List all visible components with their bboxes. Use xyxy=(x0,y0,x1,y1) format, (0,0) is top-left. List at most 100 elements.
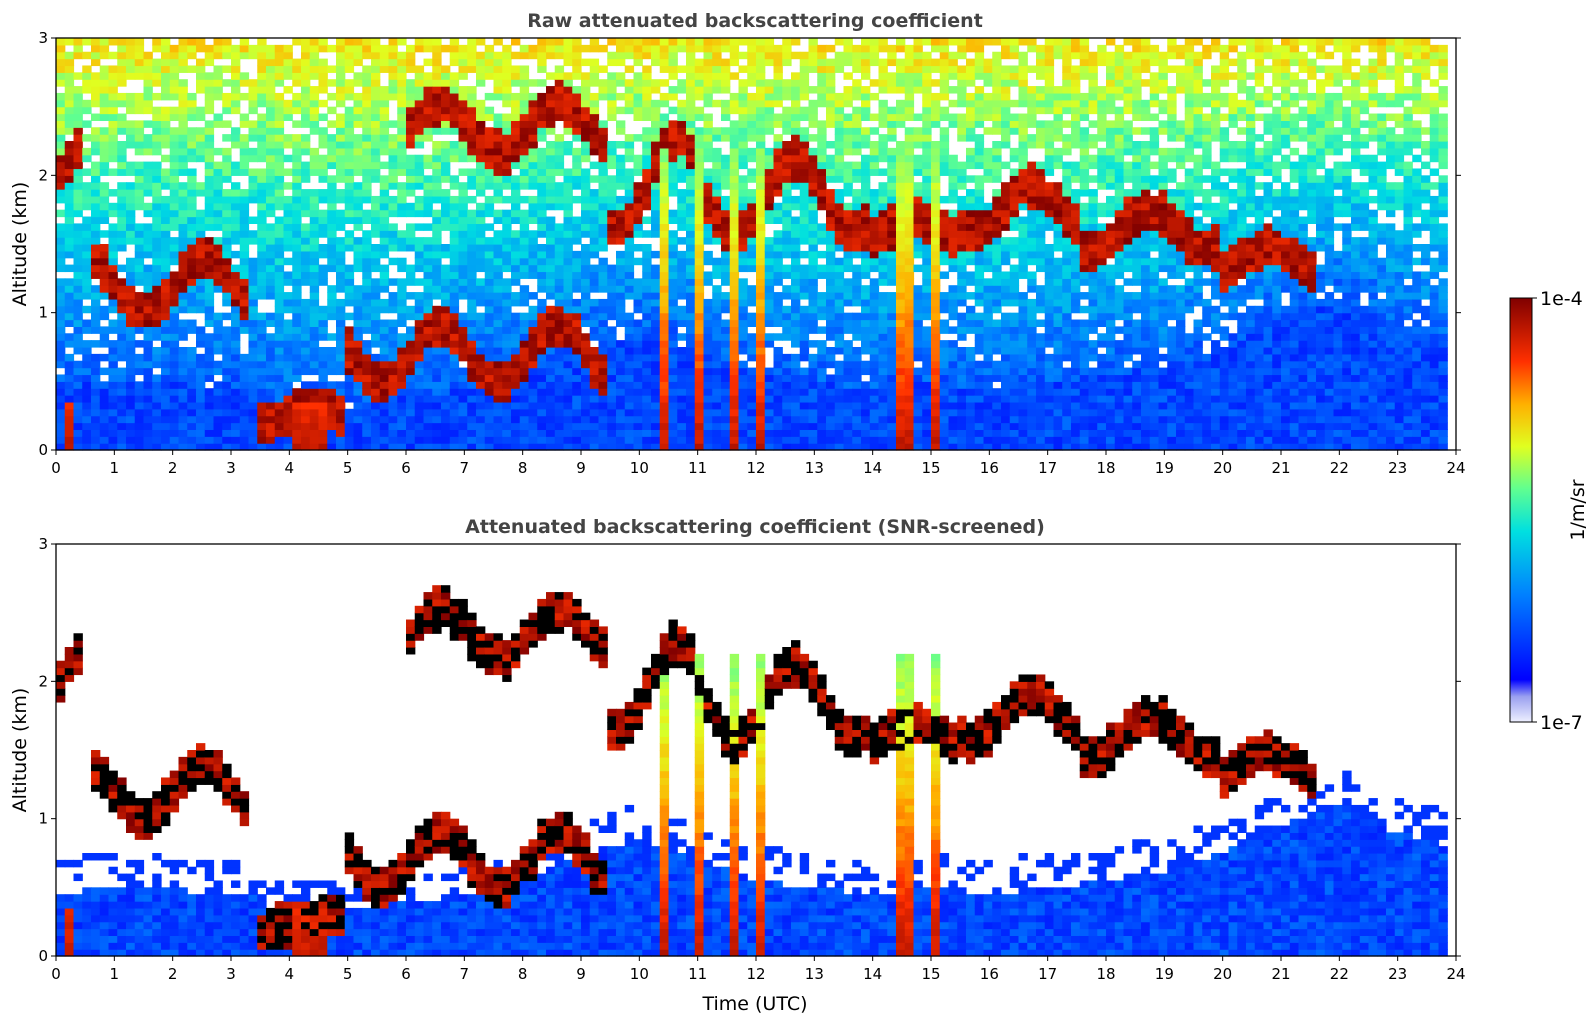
heatmap-cell xyxy=(318,79,328,87)
heatmap-cell xyxy=(878,401,888,410)
heatmap-cell xyxy=(712,154,722,163)
heatmap-cell xyxy=(484,175,495,183)
heatmap-cell xyxy=(764,182,775,190)
heatmap-cell xyxy=(694,154,705,163)
heatmap-cell xyxy=(344,175,355,183)
heatmap-cell xyxy=(432,106,442,115)
heatmap-cell xyxy=(493,182,503,190)
heatmap-cell xyxy=(266,401,276,410)
heatmap-cell xyxy=(178,250,188,259)
heatmap-cell xyxy=(309,209,320,218)
heatmap-cell xyxy=(712,395,722,403)
heatmap-cell xyxy=(773,189,783,197)
heatmap-cell xyxy=(222,223,232,231)
heatmap-cell xyxy=(406,44,416,53)
heatmap-cell xyxy=(799,443,810,451)
heatmap-cell xyxy=(178,195,188,204)
heatmap-cell xyxy=(738,244,748,252)
heatmap-cell xyxy=(651,443,661,451)
heatmap-cell xyxy=(878,347,888,355)
heatmap-cell xyxy=(178,51,188,60)
heatmap-cell xyxy=(143,244,153,252)
heatmap-cell xyxy=(204,44,215,53)
heatmap-cell xyxy=(231,333,241,341)
heatmap-cell xyxy=(423,388,433,396)
heatmap-cell xyxy=(406,134,416,142)
heatmap-cell xyxy=(371,79,381,87)
heatmap-cell xyxy=(624,292,635,300)
heatmap-cell xyxy=(808,230,818,238)
heatmap-cell xyxy=(764,106,775,115)
heatmap-cell xyxy=(721,58,731,67)
heatmap-cell xyxy=(344,147,355,156)
heatmap-cell xyxy=(834,436,845,444)
heatmap-cell xyxy=(309,285,320,293)
heatmap-cell xyxy=(362,230,372,238)
heatmap-cell xyxy=(64,422,75,430)
heatmap-cell xyxy=(817,367,827,376)
heatmap-cell xyxy=(178,86,188,94)
heatmap-cell xyxy=(336,285,346,293)
heatmap-cell xyxy=(239,278,250,286)
heatmap-cell xyxy=(563,353,573,362)
heatmap-cell xyxy=(64,202,75,211)
heatmap-cell xyxy=(467,388,477,396)
heatmap-cell xyxy=(336,244,346,252)
heatmap-cell xyxy=(257,250,267,259)
heatmap-cell xyxy=(91,292,101,300)
heatmap-cell xyxy=(143,422,153,430)
heatmap-cell xyxy=(546,381,556,389)
heatmap-cell xyxy=(607,38,617,46)
heatmap-cell xyxy=(537,264,547,273)
heatmap-cell xyxy=(598,305,608,314)
heatmap-cell xyxy=(161,127,171,135)
heatmap-cell xyxy=(204,237,215,245)
heatmap-cell xyxy=(301,250,311,259)
heatmap-cell xyxy=(799,161,810,170)
heatmap-cell xyxy=(196,278,206,286)
heatmap-cell xyxy=(791,79,801,87)
heatmap-cell xyxy=(187,244,197,252)
heatmap-cell xyxy=(791,340,801,348)
heatmap-cell xyxy=(589,209,600,218)
heatmap-cell xyxy=(817,147,827,156)
heatmap-cell xyxy=(519,92,530,101)
heatmap-cell xyxy=(554,353,565,362)
heatmap-cell xyxy=(178,347,188,355)
heatmap-cell xyxy=(616,408,626,417)
heatmap-cell xyxy=(117,38,127,46)
heatmap-cell xyxy=(318,271,328,279)
heatmap-cell xyxy=(73,113,83,121)
heatmap-cell xyxy=(257,395,267,403)
heatmap-cell xyxy=(861,92,871,101)
heatmap-cell xyxy=(231,141,241,149)
heatmap-cell xyxy=(108,436,118,444)
heatmap-cell xyxy=(659,381,670,389)
heatmap-cell xyxy=(266,161,276,170)
heatmap-cell xyxy=(117,340,127,348)
heatmap-cell xyxy=(467,395,477,403)
heatmap-cell xyxy=(204,202,215,211)
heatmap-cell xyxy=(64,113,75,121)
heatmap-cell xyxy=(301,195,311,204)
heatmap-cell xyxy=(546,367,556,376)
heatmap-cell xyxy=(519,347,530,355)
heatmap-cell xyxy=(449,175,460,183)
heatmap-cell xyxy=(248,175,258,183)
heatmap-cell xyxy=(266,106,276,115)
heatmap-cell xyxy=(397,312,407,321)
heatmap-cell xyxy=(178,271,188,279)
heatmap-cell xyxy=(581,401,591,410)
heatmap-cell xyxy=(108,285,118,293)
heatmap-cell xyxy=(861,298,871,307)
heatmap-cell xyxy=(117,319,127,327)
heatmap-cell xyxy=(878,250,888,259)
heatmap-cell xyxy=(747,175,757,183)
heatmap-cell xyxy=(187,154,197,163)
heatmap-cell xyxy=(388,374,398,382)
heatmap-cell xyxy=(782,209,792,218)
heatmap-cell xyxy=(502,429,512,437)
heatmap-cell xyxy=(528,408,538,417)
heatmap-cell xyxy=(861,189,871,197)
heatmap-cell xyxy=(204,443,215,451)
